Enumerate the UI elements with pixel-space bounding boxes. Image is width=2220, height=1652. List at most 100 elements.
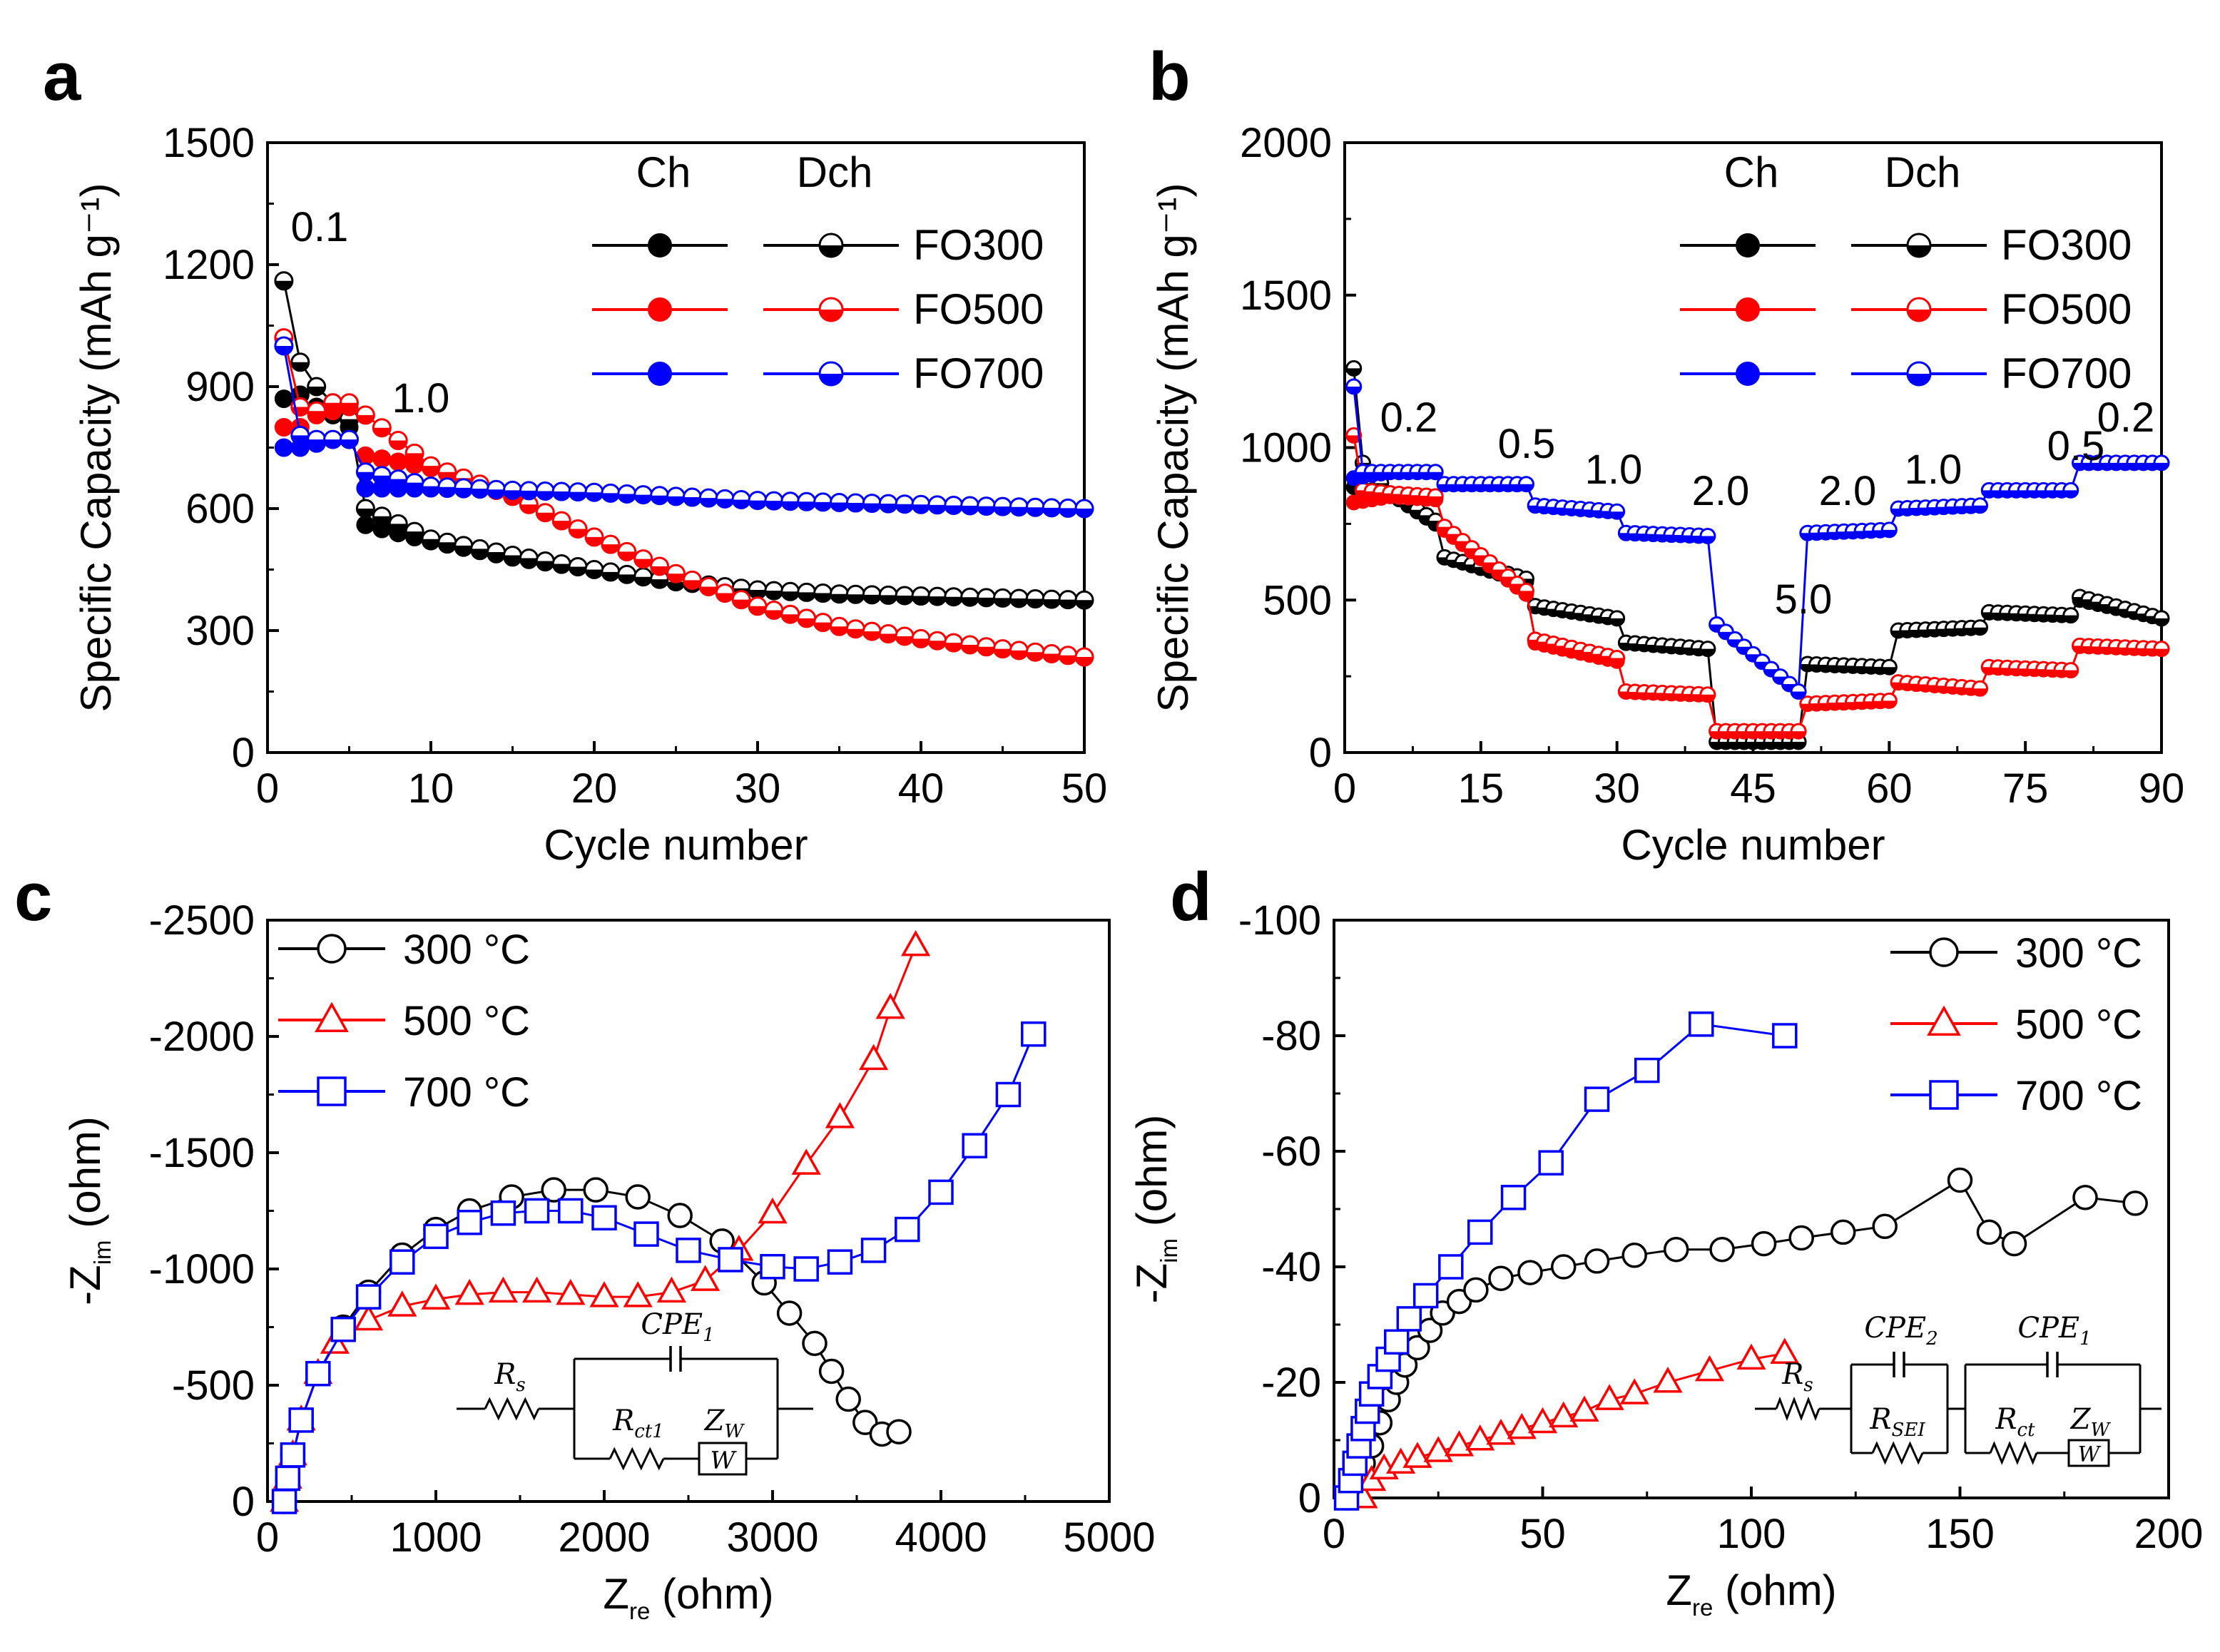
data-point-triangle <box>1507 1412 1537 1439</box>
data-point-circle <box>818 1358 845 1385</box>
dch-point-FO700-half <box>634 494 652 504</box>
y-tick-label: 1500 <box>1240 272 1332 319</box>
y-tick-label: 0 <box>1298 1475 1321 1521</box>
data-point-triangle <box>825 1102 855 1128</box>
data-point-triangle <box>1770 1337 1800 1365</box>
data-point-triangle <box>421 1283 451 1310</box>
data-point-square <box>457 1210 482 1235</box>
dch-point-FO300-half <box>798 592 815 601</box>
dch-point-FO500-half <box>651 566 668 575</box>
y-tick-label: -1500 <box>149 1130 255 1176</box>
data-point-circle <box>802 1330 828 1357</box>
x-tick-label: 200 <box>2134 1511 2204 1557</box>
rate-annotation: 0.1 <box>291 204 349 250</box>
rate-annotation: 1.0 <box>1905 447 1962 493</box>
dch-point-FO700-half <box>928 504 946 514</box>
panel-letter-d: d <box>1170 859 1212 935</box>
ch-point-FO700 <box>356 479 375 498</box>
legend-label-FO500: FO500 <box>2001 285 2132 333</box>
dch-point-FO700-half <box>389 479 407 488</box>
data-point-square <box>827 1249 853 1275</box>
x-tick-label: 50 <box>1519 1511 1566 1557</box>
rate-annotation: 2.0 <box>1819 468 1877 514</box>
dch-point-FO500-half <box>340 402 358 412</box>
dch-point-FO300-half <box>275 280 292 290</box>
dch-point-FO700-half <box>863 503 881 512</box>
rate-annotation: 0.2 <box>1380 394 1438 441</box>
x-tick-label: 30 <box>735 765 781 812</box>
data-point-triangle <box>1619 1378 1649 1404</box>
dch-point-FO500-half <box>2154 648 2169 656</box>
dch-point-FO500-half <box>601 544 619 554</box>
data-point-square <box>633 1221 659 1247</box>
dch-point-FO500-half <box>1791 731 1806 739</box>
y-tick-label: -2500 <box>149 897 255 944</box>
data-point-square <box>288 1407 314 1433</box>
dch-point-FO500-half <box>765 610 783 619</box>
y-tick-label: 0 <box>232 730 255 776</box>
dch-point-FO700-half <box>716 499 734 508</box>
data-point-circle <box>1663 1236 1689 1263</box>
x-tick-label: 75 <box>2002 765 2049 812</box>
x-tick-label: 0 <box>256 1514 279 1561</box>
data-point-circle <box>1947 1167 1973 1193</box>
data-point-square <box>1021 1021 1047 1047</box>
circuit-label-zw: ZW <box>2069 1403 2112 1441</box>
data-point-square <box>1500 1185 1527 1210</box>
legend-marker-ch <box>648 233 672 258</box>
dch-point-FO300-half <box>586 569 603 578</box>
data-point-circle <box>1463 1277 1489 1303</box>
data-point-triangle <box>1486 1418 1516 1445</box>
data-point-triangle <box>454 1278 484 1305</box>
data-point-circle <box>1976 1219 2002 1245</box>
dch-point-FO700-half <box>324 439 342 449</box>
data-point-triangle <box>1549 1401 1579 1428</box>
dch-point-FO300-half <box>880 595 897 604</box>
dch-point-FO700-half <box>340 439 358 449</box>
dch-point-FO500-half <box>357 414 375 424</box>
dch-point-FO500-half <box>928 641 946 650</box>
dch-point-FO500-half <box>880 633 897 643</box>
circuit-resistor-rct1 <box>609 1447 665 1471</box>
dch-point-FO300-half <box>340 419 358 428</box>
data-point-triangle <box>1423 1436 1453 1462</box>
dch-point-FO300-half <box>667 581 685 591</box>
data-point-circle <box>776 1300 803 1326</box>
data-point-triangle <box>1569 1395 1599 1422</box>
dch-point-FO300-half <box>847 594 865 603</box>
dch-point-FO300-half <box>994 598 1012 607</box>
dch-point-FO700-half <box>357 471 375 481</box>
legend-marker-square <box>1929 1080 1959 1110</box>
x-tick-label: 30 <box>1594 765 1640 812</box>
dch-point-FO700-half <box>749 500 766 509</box>
data-point-triangle <box>354 1304 384 1331</box>
dch-point-FO300-half <box>1010 598 1028 607</box>
dch-point-FO700-half <box>1882 529 1897 537</box>
dch-point-FO700-half <box>1428 471 1443 479</box>
data-point-square <box>676 1238 701 1263</box>
dch-point-FO700-half <box>1791 691 1806 699</box>
data-point-triangle <box>1402 1442 1432 1468</box>
rate-annotation: 0.5 <box>1498 421 1556 467</box>
data-point-square <box>928 1179 954 1205</box>
y-tick-label: -1000 <box>149 1246 255 1292</box>
legend-header-dch: Dch <box>1885 148 1961 196</box>
dch-point-FO700-half <box>553 491 571 501</box>
data-point-triangle <box>623 1281 653 1307</box>
data-point-triangle <box>791 1148 821 1175</box>
dch-point-FO300-half <box>389 524 407 533</box>
dch-point-FO300-half <box>977 597 995 606</box>
dch-point-FO500-half <box>912 638 930 648</box>
y-axis-label: -Zim (ohm) <box>61 1116 116 1305</box>
data-point-triangle <box>522 1276 552 1303</box>
data-point-square <box>860 1238 887 1263</box>
x-tick-label: 45 <box>1730 765 1776 812</box>
data-point-square <box>271 1489 297 1514</box>
data-point-square <box>280 1442 306 1468</box>
legend-label-FO500: FO500 <box>913 285 1044 333</box>
dch-point-FO300-half <box>454 545 472 554</box>
rate-annotation: 2.0 <box>1692 468 1750 514</box>
legend-label-FO700: FO700 <box>2001 350 2132 397</box>
dch-point-FO700-half <box>781 501 799 510</box>
